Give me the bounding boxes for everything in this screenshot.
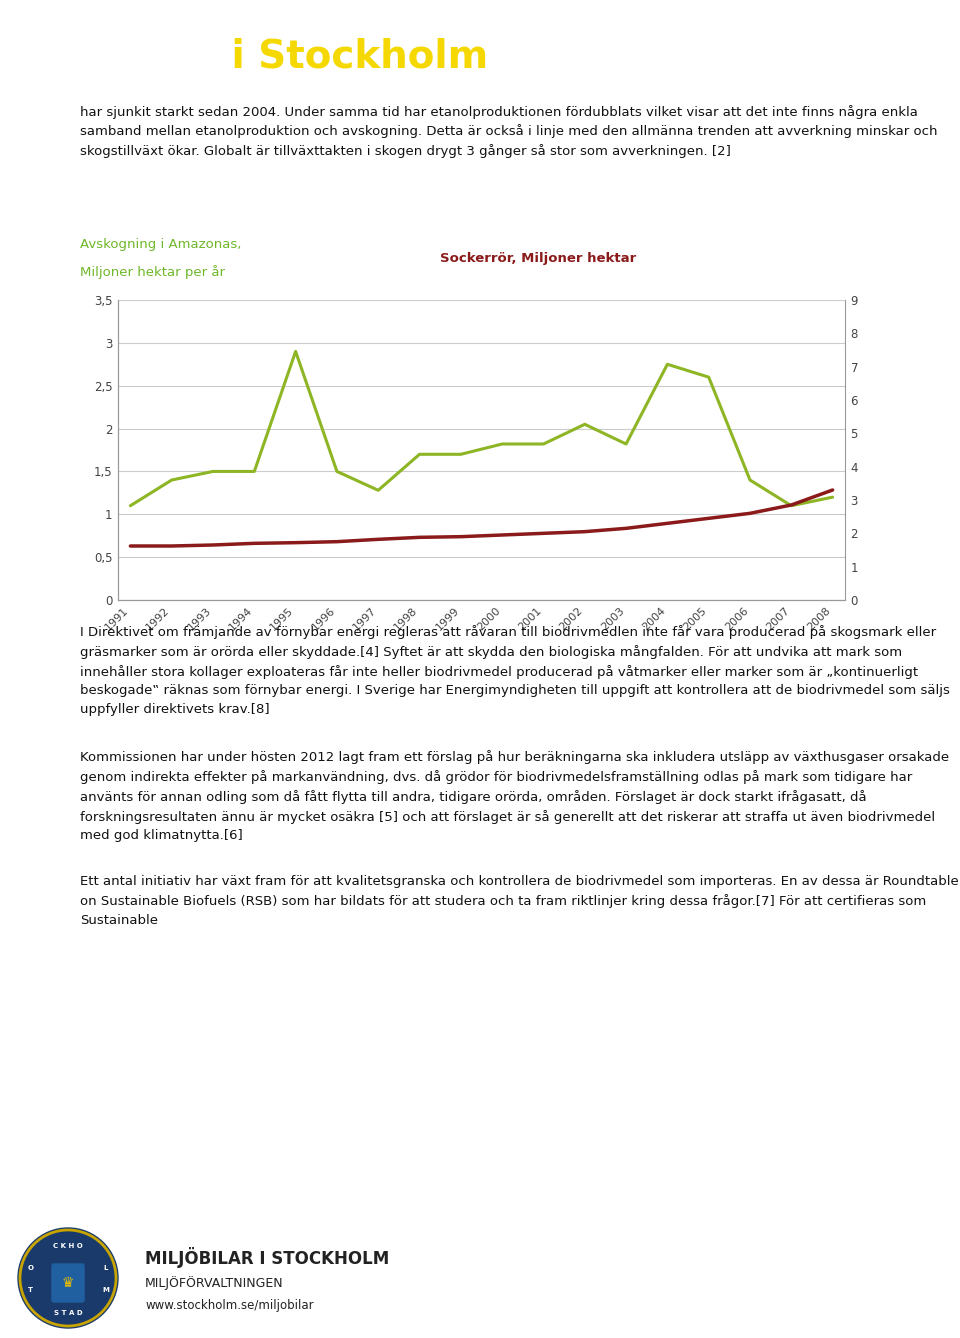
Text: www.stockholm.se/miljobilar: www.stockholm.se/miljobilar [145, 1298, 314, 1311]
Text: T: T [28, 1287, 33, 1293]
Text: I Direktivet om främjande av förnybar energi regleras att råvaran till biodrivme: I Direktivet om främjande av förnybar en… [80, 625, 949, 716]
Text: Avskogning i Amazonas,: Avskogning i Amazonas, [80, 238, 241, 250]
Text: L: L [104, 1264, 108, 1271]
Text: Sockerrör, Miljoner hektar: Sockerrör, Miljoner hektar [440, 252, 636, 265]
Circle shape [18, 1228, 118, 1329]
Text: C K H O: C K H O [53, 1243, 83, 1248]
Text: Ett antal initiativ har växt fram för att kvalitetsgranska och kontrollera de bi: Ett antal initiativ har växt fram för at… [80, 875, 959, 926]
Text: MILJÖBILAR I STOCKHOLM: MILJÖBILAR I STOCKHOLM [145, 1247, 389, 1268]
Text: har sjunkit starkt sedan 2004. Under samma tid har etanolproduktionen fördubblat: har sjunkit starkt sedan 2004. Under sam… [80, 104, 938, 158]
Text: i Stockholm: i Stockholm [218, 37, 489, 76]
Text: MILJÖFÖRVALTNINGEN: MILJÖFÖRVALTNINGEN [145, 1276, 283, 1290]
FancyBboxPatch shape [52, 1264, 84, 1302]
Text: Miljoner hektar per år: Miljoner hektar per år [80, 265, 225, 280]
Text: M: M [103, 1287, 109, 1293]
Text: Miljöbilar: Miljöbilar [40, 37, 245, 76]
Text: O: O [28, 1264, 34, 1271]
Text: Kommissionen har under hösten 2012 lagt fram ett förslag på hur beräkningarna sk: Kommissionen har under hösten 2012 lagt … [80, 751, 949, 843]
Text: S T A D: S T A D [54, 1310, 83, 1317]
Text: ♛: ♛ [61, 1276, 74, 1290]
